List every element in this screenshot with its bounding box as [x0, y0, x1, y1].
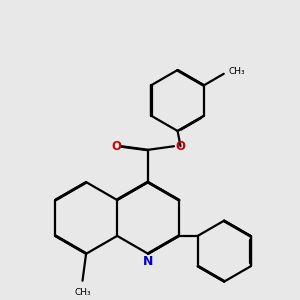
- Text: CH₃: CH₃: [74, 288, 91, 297]
- Text: O: O: [111, 140, 121, 153]
- Text: CH₃: CH₃: [228, 68, 245, 76]
- Text: O: O: [176, 140, 185, 153]
- Text: N: N: [143, 255, 153, 268]
